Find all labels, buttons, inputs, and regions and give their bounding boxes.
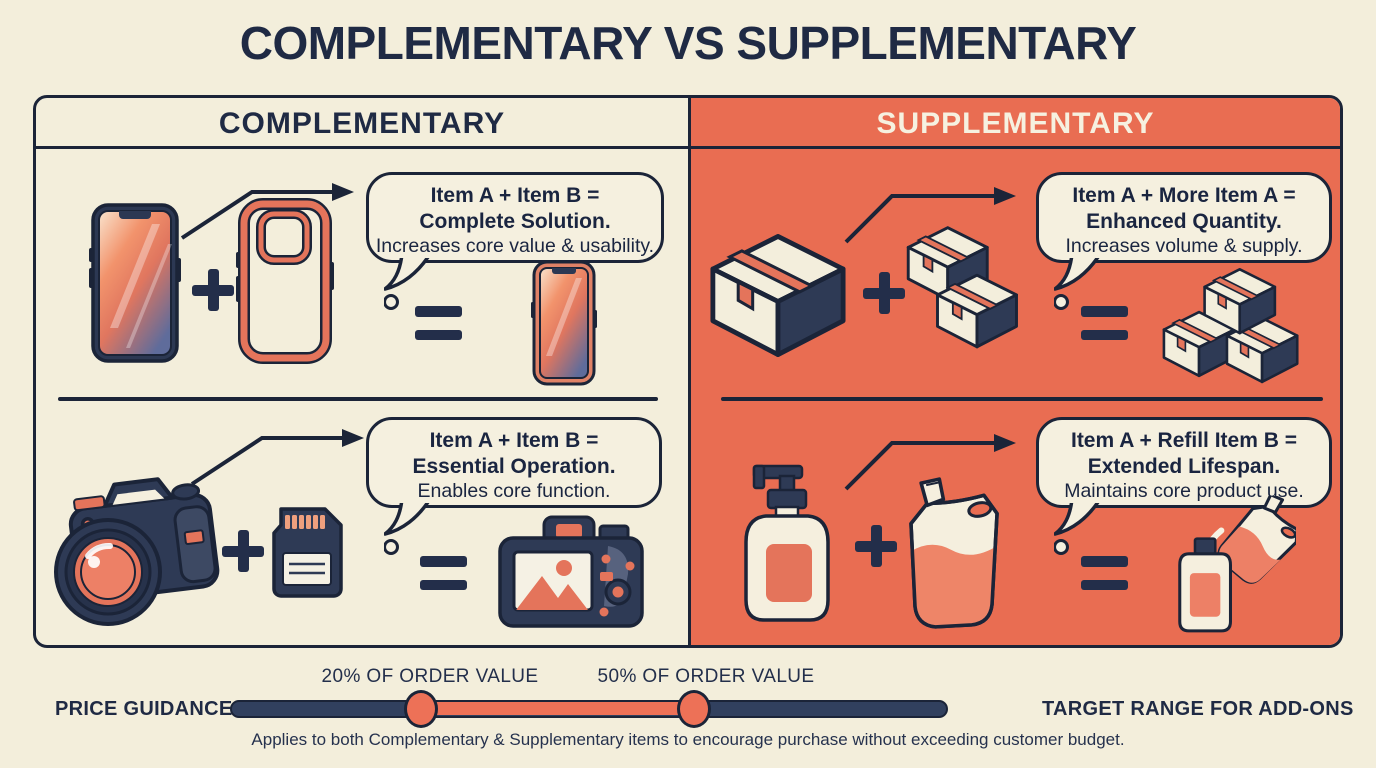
bubble-line: Enables core function. (417, 480, 611, 503)
tick-label-50: 50% OF ORDER VALUE (597, 666, 815, 687)
complementary-header: COMPLEMENTARY (36, 98, 688, 149)
bottle-refill-icon (1178, 496, 1296, 633)
slider-handle-50[interactable] (677, 690, 711, 728)
supplementary-header: SUPPLEMENTARY (691, 98, 1340, 149)
page-title: COMPLEMENTARY VS SUPPLEMENTARY (239, 17, 1137, 69)
tick-label-20: 20% OF ORDER VALUE (321, 666, 539, 687)
arrow-icon (844, 434, 1016, 491)
bubble-tail-icon (1054, 258, 1100, 310)
bubble-line: Increases core value & usability. (375, 235, 655, 258)
price-guidance-label: PRICE GUIDANCE (55, 698, 233, 720)
bubble-line: Increases volume & supply. (1065, 235, 1303, 258)
box-icon (708, 234, 848, 357)
sd-card-icon (272, 507, 343, 598)
bubble-line: Item A + Refill Item B = (1070, 429, 1297, 452)
arrow-icon (190, 429, 364, 486)
row-divider (58, 397, 658, 401)
bubble-tail-icon (1054, 503, 1100, 555)
arrow-icon (180, 183, 354, 240)
equals-icon (1081, 306, 1128, 340)
column-complementary: COMPLEMENTARY (36, 98, 688, 645)
bubble-tail-icon (384, 503, 430, 555)
bubble-line: Enhanced Quantity. (1086, 209, 1282, 233)
phone-in-case-icon (531, 260, 597, 386)
plus-icon (863, 272, 905, 314)
speech-bubble-supp-bottom: Item A + Refill Item B = Extended Lifesp… (1036, 417, 1332, 508)
phone-case-icon (236, 198, 334, 364)
bubble-line: Maintains core product use. (1064, 480, 1304, 503)
price-slider-range (420, 702, 694, 715)
row-divider (721, 397, 1323, 401)
speech-bubble-comp-bottom: Item A + Item B = Essential Operation. E… (366, 417, 662, 508)
refill-pouch-icon (909, 477, 999, 629)
equals-icon (415, 306, 462, 340)
smartphone-icon (89, 203, 181, 363)
target-range-label: TARGET RANGE FOR ADD-ONS (1042, 698, 1354, 720)
bubble-tail-icon (384, 258, 430, 310)
arrow-icon (844, 187, 1016, 244)
bubble-line: Complete Solution. (419, 209, 611, 233)
speech-bubble-supp-top: Item A + More Item A = Enhanced Quantity… (1036, 172, 1332, 263)
bubble-line: Essential Operation. (412, 454, 616, 478)
dslr-camera-icon (54, 477, 220, 626)
bubble-line: Item A + Item B = (430, 184, 600, 207)
pump-bottle-icon (744, 464, 830, 622)
camera-with-photo-icon (498, 515, 644, 628)
plus-icon (222, 530, 264, 572)
equals-icon (420, 556, 467, 590)
slider-handle-20[interactable] (404, 690, 438, 728)
bubble-line: Extended Lifespan. (1087, 454, 1281, 478)
footer-caption: Applies to both Complementary & Suppleme… (251, 730, 1125, 749)
plus-icon (855, 525, 897, 567)
speech-bubble-comp-top: Item A + Item B = Complete Solution. Inc… (366, 172, 664, 263)
plus-icon (192, 269, 234, 311)
equals-icon (1081, 556, 1128, 590)
box-stack-icon (1162, 268, 1299, 384)
bubble-line: Item A + More Item A = (1072, 184, 1296, 207)
bubble-line: Item A + Item B = (429, 429, 599, 452)
price-slider-track[interactable] (230, 700, 948, 718)
